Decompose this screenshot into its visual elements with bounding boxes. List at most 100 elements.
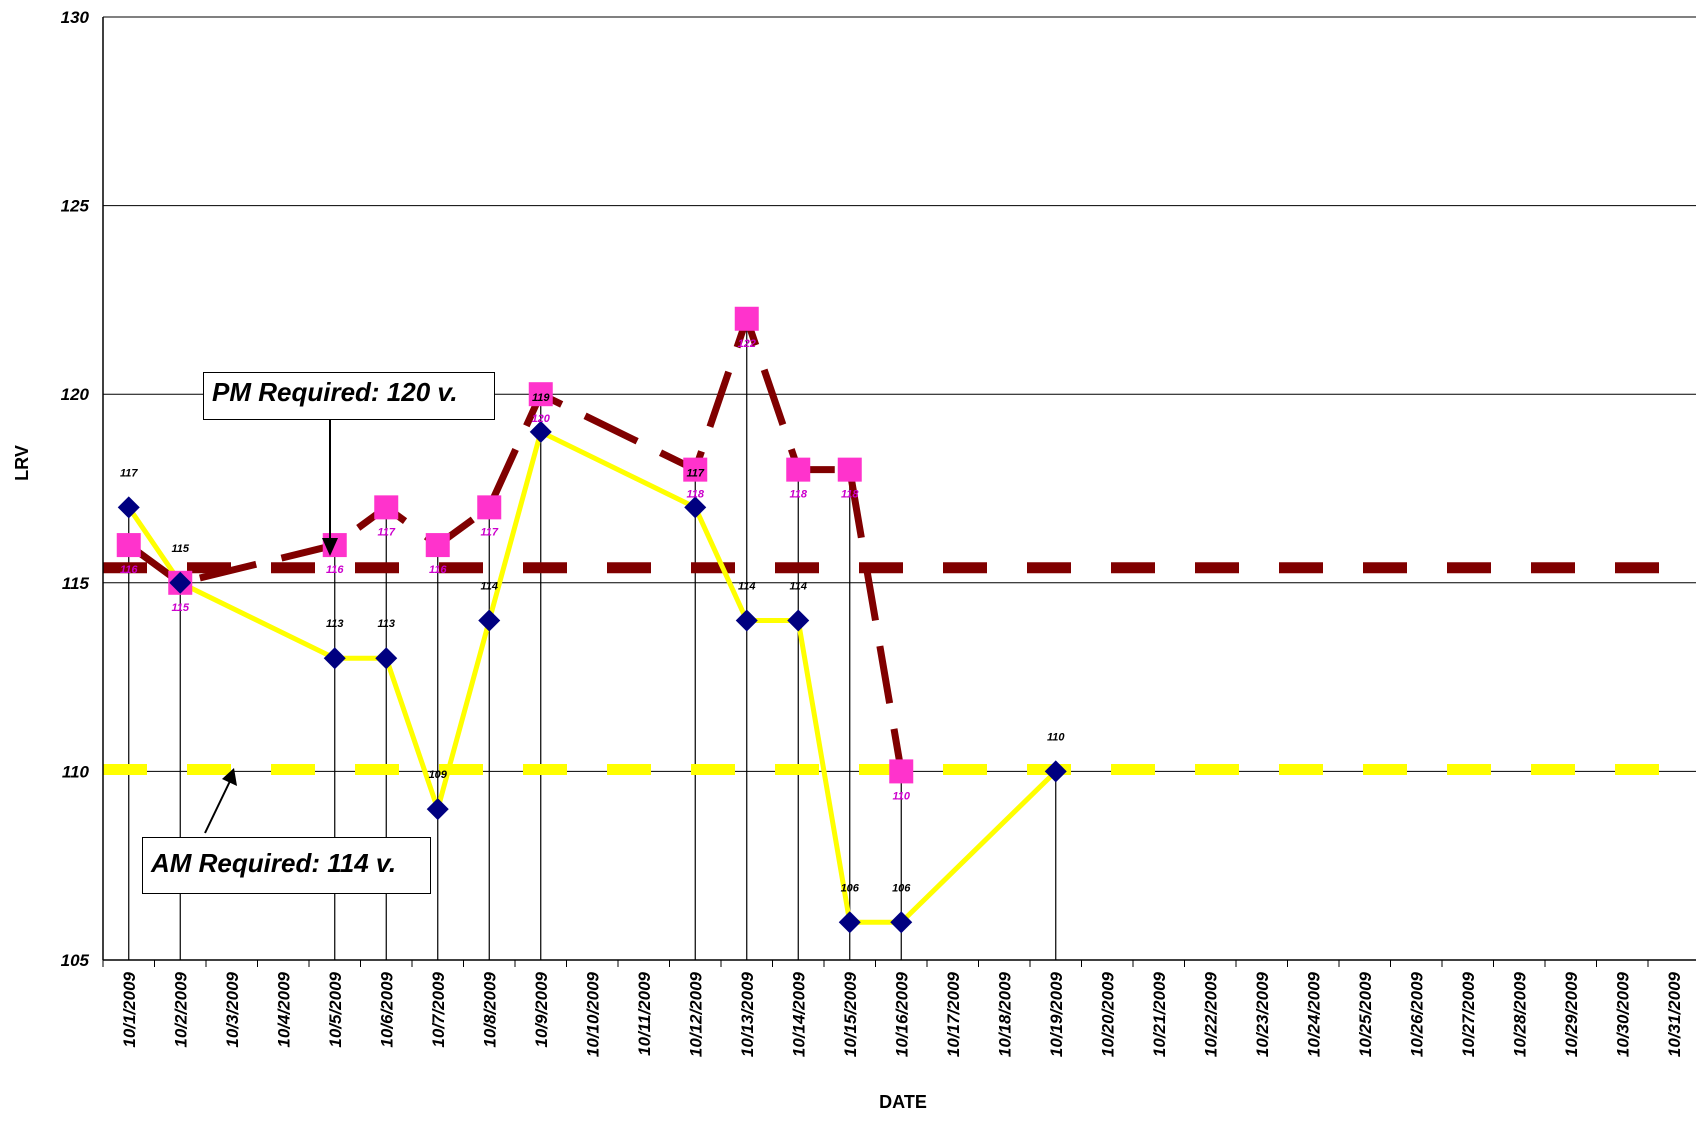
am-marker: [890, 911, 913, 934]
am-data-label: 115: [171, 543, 189, 555]
pm-data-label: 117: [377, 526, 395, 538]
y-tick-120: 120: [61, 385, 90, 404]
pm-callout-arrowhead: [322, 538, 338, 556]
x-tick-10/23/2009: 10/23/2009: [1253, 971, 1272, 1057]
series-markers: [116, 306, 1067, 934]
pm-marker: [889, 759, 914, 784]
am-marker: [838, 911, 861, 934]
x-tick-10/13/2009: 10/13/2009: [738, 971, 757, 1057]
x-tick-10/1/2009: 10/1/2009: [120, 971, 139, 1047]
x-tick-10/6/2009: 10/6/2009: [377, 971, 396, 1047]
x-tick-10/5/2009: 10/5/2009: [326, 971, 345, 1047]
am-callout-arrow: [204, 778, 232, 834]
x-tick-10/27/2009: 10/27/2009: [1459, 971, 1478, 1057]
x-tick-10/22/2009: 10/22/2009: [1201, 971, 1220, 1057]
data-labels: 117 115 113 113 109 114 119 117 114 114 106 106 110 1…: [120, 338, 1065, 895]
am-marker: [1044, 760, 1067, 783]
grid-lines: [103, 16, 1696, 961]
x-tick-10/10/2009: 10/10/2009: [583, 971, 602, 1057]
x-tick-10/17/2009: 10/17/2009: [944, 971, 963, 1057]
am-callout-arrowhead: [222, 768, 237, 786]
pm-data-label: 110: [892, 790, 910, 802]
x-tick-10/30/2009: 10/30/2009: [1613, 971, 1632, 1057]
pm-marker: [683, 457, 708, 482]
x-tick-10/14/2009: 10/14/2009: [789, 971, 808, 1057]
am-marker: [375, 647, 398, 670]
pm-marker: [528, 382, 553, 407]
y-tick-125: 125: [61, 197, 90, 216]
am-data-label: 114: [738, 581, 756, 593]
y-tick-labels: 105 110 115 120 125 130: [61, 8, 90, 970]
pm-data-label: 120: [532, 413, 551, 425]
y-tick-115: 115: [62, 574, 90, 593]
x-tick-10/18/2009: 10/18/2009: [995, 971, 1014, 1057]
x-tick-10/9/2009: 10/9/2009: [532, 971, 551, 1047]
pm-data-label: 118: [789, 489, 807, 501]
am-marker: [684, 496, 707, 519]
x-tick-10/21/2009: 10/21/2009: [1150, 971, 1169, 1057]
pm-marker: [786, 457, 811, 482]
x-tick-10/29/2009: 10/29/2009: [1562, 971, 1581, 1057]
x-tick-10/3/2009: 10/3/2009: [223, 971, 242, 1047]
am-data-label: 114: [480, 581, 498, 593]
x-tick-10/11/2009: 10/11/2009: [635, 971, 654, 1055]
am-data-label: 113: [377, 618, 395, 630]
x-tick-10/16/2009: 10/16/2009: [892, 971, 911, 1057]
x-tick-10/8/2009: 10/8/2009: [480, 971, 499, 1047]
pm-marker: [374, 495, 399, 520]
pm-marker: [425, 533, 450, 558]
x-tick-10/28/2009: 10/28/2009: [1510, 971, 1529, 1057]
am-marker: [787, 609, 810, 632]
am-data-label: 114: [789, 581, 807, 593]
pm-data-label: 116: [326, 564, 344, 576]
am-data-label: 106: [841, 882, 860, 894]
x-tick-10/15/2009: 10/15/2009: [841, 971, 860, 1057]
pm-data-label: 122: [738, 338, 756, 350]
y-tick-105: 105: [61, 951, 90, 970]
callout-arrows: [204, 418, 338, 834]
am-data-label: 119: [532, 392, 550, 404]
pm-marker: [116, 533, 141, 558]
am-marker: [426, 798, 449, 821]
x-tick-10/26/2009: 10/26/2009: [1407, 971, 1426, 1057]
x-tick-10/31/2009: 10/31/2009: [1665, 971, 1684, 1057]
am-data-label: 109: [429, 769, 448, 781]
am-data-label: 117: [686, 467, 704, 479]
x-tick-10/7/2009: 10/7/2009: [429, 971, 448, 1047]
am-data-label: 106: [892, 882, 911, 894]
x-tick-10/19/2009: 10/19/2009: [1047, 971, 1066, 1057]
am-marker: [735, 609, 758, 632]
am-data-label: 113: [326, 618, 344, 630]
am-marker: [323, 647, 346, 670]
am-marker: [169, 571, 192, 594]
x-tick-10/12/2009: 10/12/2009: [686, 971, 705, 1057]
am-required-callout: AM Required: 114 v.: [142, 837, 431, 894]
drop-lines: [128, 318, 1057, 960]
axes: [102, 17, 1696, 967]
x-axis-title: DATE: [879, 1092, 927, 1112]
pm-data-label: 116: [120, 564, 138, 576]
pm-data-label: 118: [841, 489, 859, 501]
x-tick-labels: 10/1/2009 10/2/2009 10/3/2009 10/4/2009 10/5…: [120, 971, 1684, 1057]
pm-required-callout: PM Required: 120 v.: [203, 372, 495, 420]
x-tick-10/20/2009: 10/20/2009: [1098, 971, 1117, 1057]
pm-marker: [734, 306, 759, 331]
pm-marker: [477, 495, 502, 520]
y-axis-title: LRV: [12, 445, 32, 481]
am-marker: [478, 609, 501, 632]
reference-lines: [103, 562, 1676, 776]
pm-data-label: 116: [429, 564, 447, 576]
x-tick-10/25/2009: 10/25/2009: [1356, 971, 1375, 1057]
pm-data-label: 117: [480, 526, 498, 538]
am-marker: [117, 496, 140, 519]
pm-data-label: 118: [686, 489, 704, 501]
pm-marker: [837, 457, 862, 482]
y-tick-130: 130: [61, 8, 90, 27]
x-tick-10/4/2009: 10/4/2009: [274, 971, 293, 1047]
pm-data-label: 115: [171, 602, 189, 614]
am-data-label: 117: [120, 467, 138, 479]
x-tick-10/24/2009: 10/24/2009: [1304, 971, 1323, 1057]
am-marker: [529, 420, 552, 443]
x-tick-10/2/2009: 10/2/2009: [171, 971, 190, 1047]
